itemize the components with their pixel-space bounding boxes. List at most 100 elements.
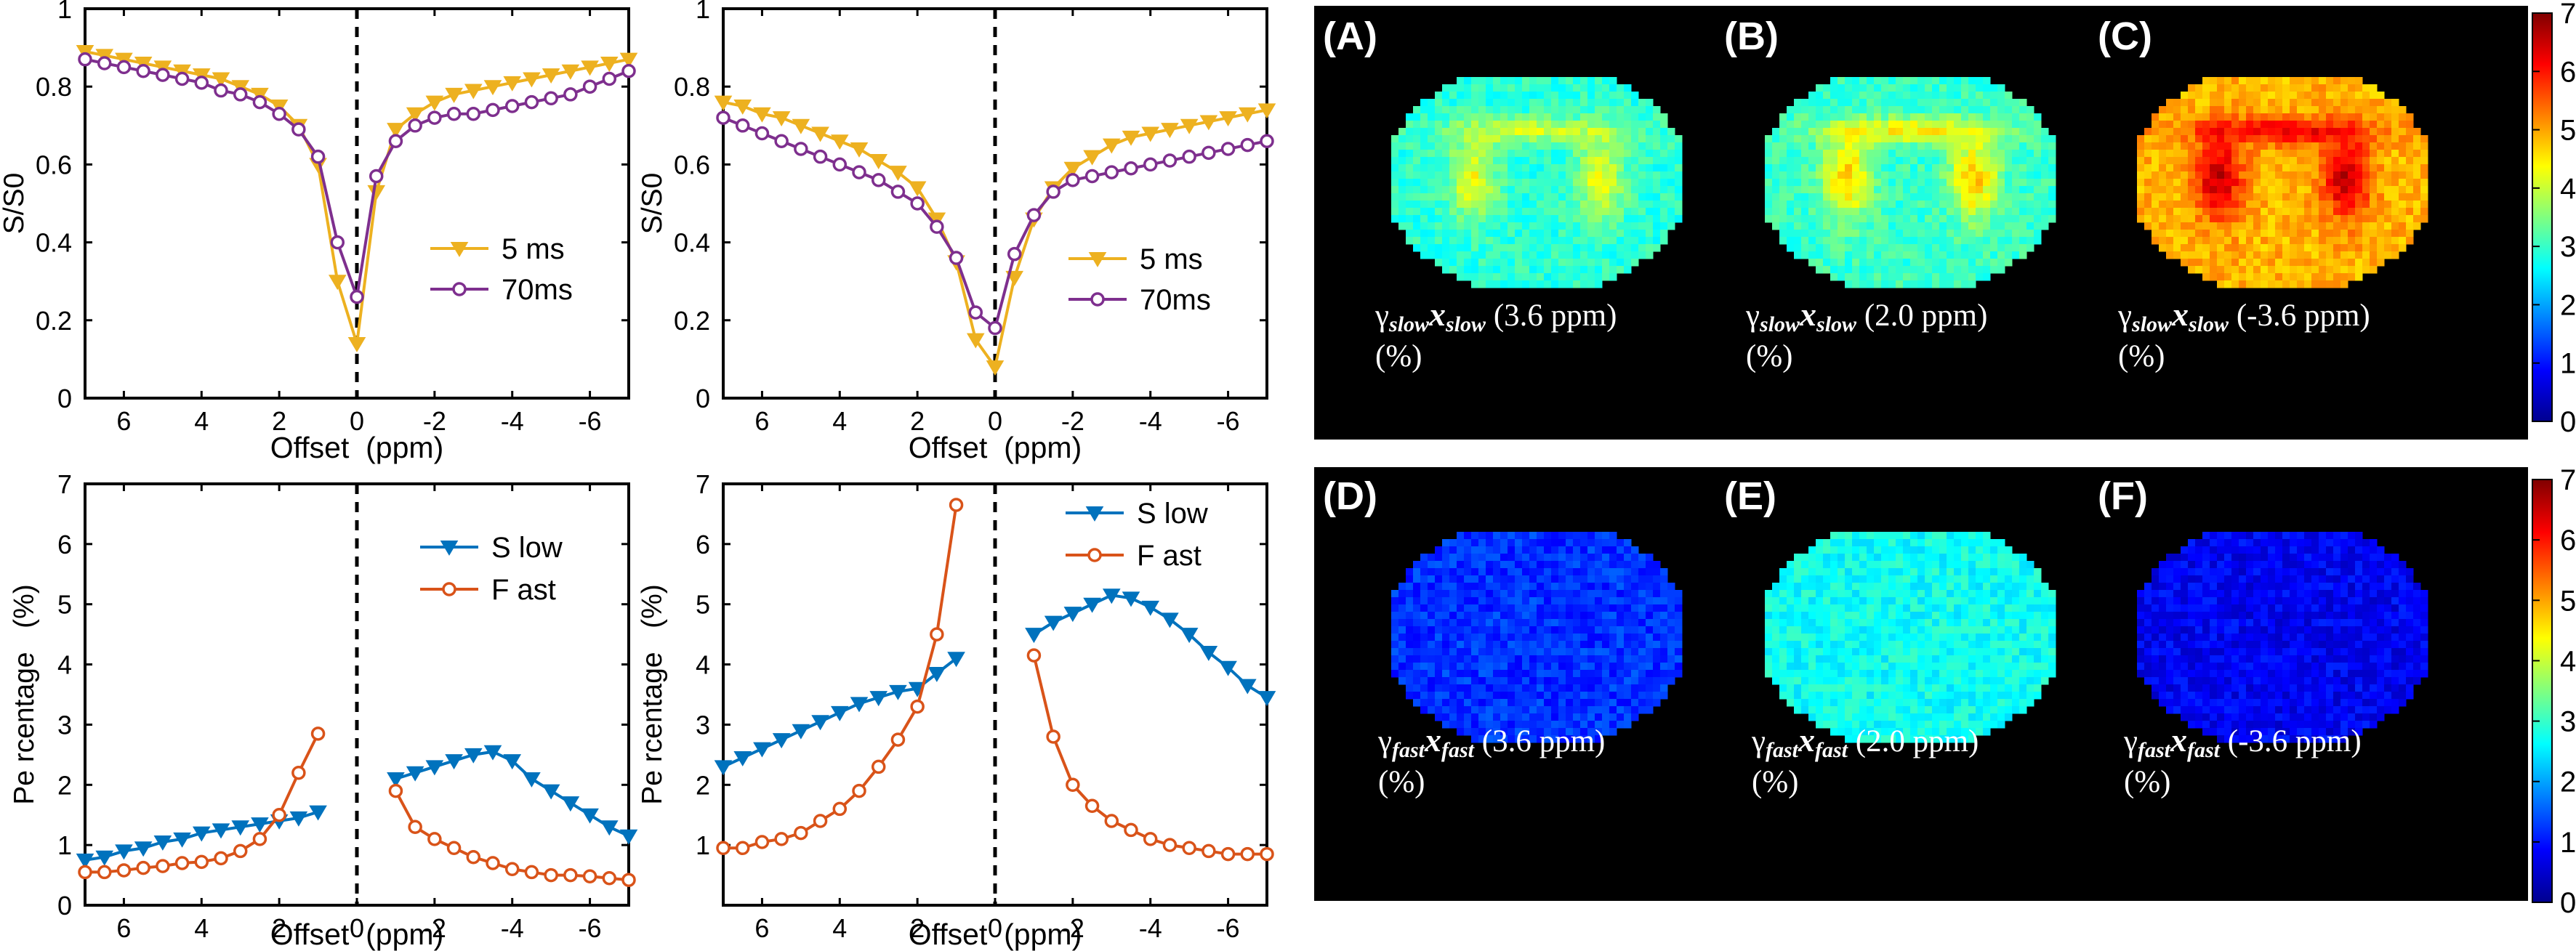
caption-subscript: fast: [1441, 738, 1476, 762]
heatmap-cell: [1667, 201, 1675, 209]
heatmap-cell: [1529, 179, 1537, 187]
heatmap-cell: [1794, 222, 1802, 230]
heatmap-cell: [2304, 208, 2312, 216]
heatmap-cell: [1779, 641, 1787, 649]
heatmap-cell: [1544, 561, 1552, 569]
heatmap-cell: [2355, 135, 2363, 143]
heatmap-cell: [1888, 641, 1896, 649]
heatmap-cell: [1823, 135, 1831, 143]
heatmap-cell: [2348, 99, 2356, 107]
heatmap-cell: [1486, 273, 1494, 281]
heatmap-cell: [1787, 575, 1795, 583]
heatmap-cell: [2326, 121, 2334, 129]
heatmap-cell: [1852, 634, 1860, 642]
heatmap-cell: [2188, 92, 2196, 100]
heatmap-cell: [1653, 583, 1661, 591]
heatmap-cell: [1464, 77, 1472, 85]
heatmap-cell: [1413, 583, 1421, 591]
heatmap-cell: [2268, 215, 2276, 223]
data-point: [871, 759, 886, 774]
heatmap-cell: [1478, 266, 1486, 274]
heatmap-cell: [1595, 554, 1603, 562]
heatmap-cell: [1595, 222, 1603, 230]
heatmap-cell: [2377, 171, 2385, 179]
heatmap-cell: [1947, 92, 1955, 100]
heatmap-cell: [1779, 612, 1787, 620]
heatmap-cell: [2034, 215, 2042, 223]
heatmap-cell: [1464, 699, 1472, 707]
heatmap-cell: [1983, 186, 1991, 194]
heatmap-cell: [1486, 157, 1494, 165]
heatmap-cell: [1486, 735, 1494, 743]
heatmap-cell: [2370, 171, 2378, 179]
heatmap-cell: [1464, 193, 1472, 201]
heatmap-cell: [1551, 84, 1559, 92]
heatmap-cell: [2326, 222, 2334, 230]
heatmap-cell: [1888, 259, 1896, 267]
heatmap-cell: [1522, 121, 1530, 129]
heatmap-cell: [2166, 142, 2174, 150]
data-point: [1044, 615, 1063, 631]
heatmap-cell: [1493, 280, 1501, 288]
heatmap-cell: [1801, 655, 1809, 663]
heatmap-cell: [1638, 641, 1646, 649]
heatmap-cell: [1435, 699, 1443, 707]
heatmap-cell: [1580, 164, 1588, 172]
heatmap-cell: [1874, 266, 1882, 274]
heatmap-cell: [1529, 215, 1537, 223]
heatmap-cell: [1997, 230, 2005, 238]
heatmap-cell: [2181, 150, 2189, 158]
heatmap-cell: [1624, 99, 1632, 107]
data-point: [1162, 153, 1178, 168]
heatmap-cell: [2034, 121, 2042, 129]
heatmap-cell: [2034, 150, 2042, 158]
heatmap-cell: [1961, 201, 1969, 209]
heatmap-cell: [1852, 677, 1860, 685]
heatmap-cell: [1638, 186, 1646, 194]
heatmap-cell: [2239, 280, 2247, 288]
heatmap-cell: [1449, 179, 1457, 187]
heatmap-cell: [1838, 568, 1846, 576]
heatmap-cell: [1391, 135, 1399, 143]
heatmap-cell: [1624, 554, 1632, 562]
heatmap-cell: [2048, 171, 2056, 179]
heatmap-cell: [1449, 135, 1457, 143]
heatmap-cell: [2362, 157, 2370, 165]
heatmap-cell: [2268, 99, 2276, 107]
heatmap-cell: [1830, 568, 1838, 576]
heatmap-cell: [1595, 684, 1603, 692]
heatmap-cell: [1529, 113, 1537, 121]
data-point: [1102, 588, 1121, 604]
heatmap-cell: [2253, 193, 2261, 201]
heatmap-cell: [1464, 655, 1472, 663]
heatmap-cell: [1617, 713, 1625, 721]
heatmap-cell: [2297, 186, 2305, 194]
heatmap-cell: [2210, 128, 2218, 136]
heatmap-cell: [1508, 99, 1516, 107]
heatmap-cell: [1500, 684, 1508, 692]
heatmap-cell: [2275, 150, 2283, 158]
heatmap-cell: [1646, 612, 1654, 620]
data-point: [272, 106, 286, 121]
heatmap-cell: [1888, 84, 1896, 92]
heatmap-cell: [1544, 92, 1552, 100]
heatmap-cell: [1537, 706, 1545, 714]
x-tick-labels: 6 4 2 0 -2 -4 -6: [754, 913, 1239, 943]
heatmap-cell: [2246, 121, 2254, 129]
heatmap-cell: [1646, 99, 1654, 107]
heatmap-cell: [1976, 230, 1984, 238]
heatmap-cell: [1580, 92, 1588, 100]
heatmap-cell: [1838, 706, 1846, 714]
heatmap-cell: [2210, 251, 2218, 259]
heatmap-cell: [1968, 121, 1976, 129]
heatmap-cell: [1794, 626, 1802, 634]
heatmap-cell: [1573, 222, 1581, 230]
heatmap-cell: [1881, 201, 1889, 209]
heatmap-cell: [1617, 84, 1625, 92]
heatmap-cell: [1830, 222, 1838, 230]
heatmap-cell: [1442, 663, 1450, 671]
heatmap-cell: [1442, 619, 1450, 627]
heatmap-cell: [1816, 561, 1824, 569]
heatmap-cell: [2348, 201, 2356, 209]
heatmap-cell: [1646, 575, 1654, 583]
